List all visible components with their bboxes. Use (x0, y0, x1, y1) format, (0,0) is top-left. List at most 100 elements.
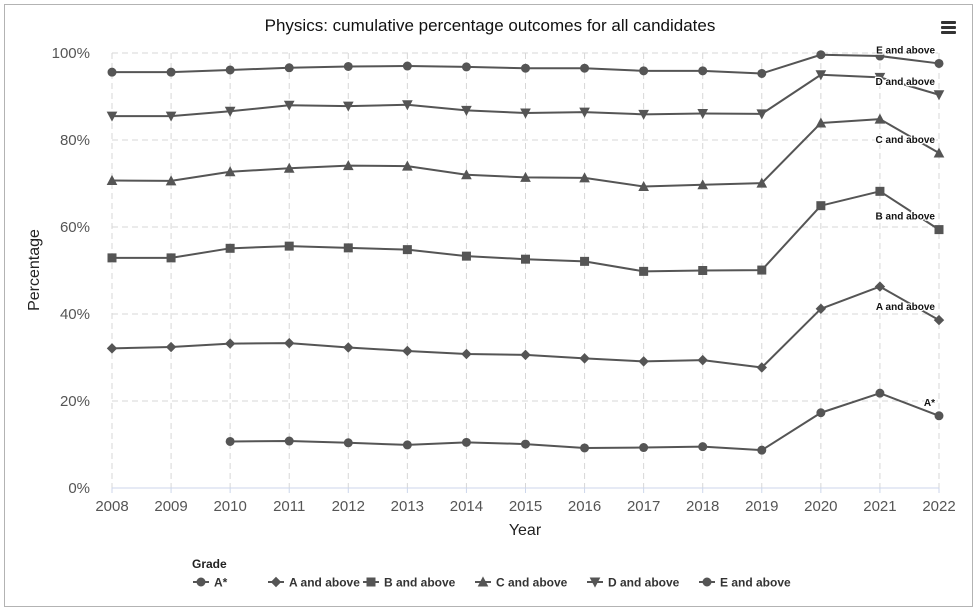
series-end-label: A and above (876, 302, 936, 313)
axis-layer: 0% 20% 40% 60% 80% 100% 2008 2009 2010 2011 2012 20… (52, 45, 956, 515)
legend-item[interactable]: C and above (475, 576, 568, 590)
series-a-and-above (106, 281, 945, 373)
data-point (520, 108, 531, 119)
series-a-star (225, 388, 944, 455)
data-point (639, 443, 649, 453)
data-point (639, 266, 649, 276)
data-point (521, 63, 530, 73)
legend-swatch-marker (196, 577, 206, 587)
chart-title: Physics: cumulative percentage outcomes … (265, 16, 716, 35)
legend-label: D and above (608, 576, 680, 590)
data-point (815, 117, 827, 128)
data-point (697, 354, 708, 366)
data-point (816, 201, 826, 211)
data-point (875, 388, 885, 398)
data-point (343, 243, 353, 253)
data-point (106, 111, 118, 122)
legend-title: Grade (192, 557, 227, 571)
legend-label: A* (214, 576, 228, 590)
data-point (638, 109, 649, 120)
data-point (521, 439, 530, 449)
data-point (580, 63, 590, 73)
data-point (225, 65, 235, 75)
data-point (166, 67, 176, 77)
data-point (933, 314, 945, 326)
x-tick-label: 2011 (273, 498, 305, 515)
data-point (933, 147, 945, 158)
data-point (284, 241, 294, 251)
series-c-and-above (106, 113, 945, 192)
series-d-and-above (106, 70, 945, 122)
x-tick-label: 2010 (213, 498, 246, 515)
data-point (933, 90, 945, 101)
legend-swatch-marker (477, 576, 489, 587)
data-point (697, 108, 709, 120)
y-tick-label: 100% (52, 45, 90, 62)
data-point (756, 362, 767, 373)
data-point (757, 445, 767, 455)
data-point (343, 61, 353, 71)
series-end-label: B and above (876, 212, 936, 223)
series-b-and-above (107, 186, 944, 276)
x-tick-label: 2016 (568, 498, 601, 515)
x-tick-label: 2014 (450, 498, 483, 515)
data-point (107, 67, 117, 77)
data-point (166, 253, 176, 263)
data-point (461, 62, 471, 72)
series-end-label: A* (924, 398, 935, 409)
data-point (697, 179, 709, 190)
data-point (402, 245, 412, 255)
data-point (283, 162, 295, 173)
data-point (756, 109, 768, 120)
data-point (402, 61, 412, 71)
x-tick-label: 2021 (863, 498, 896, 515)
legend-swatch-marker (270, 576, 282, 588)
series-end-label: D and above (876, 77, 936, 88)
data-point (165, 111, 177, 122)
grid-layer (111, 52, 940, 488)
data-point (698, 266, 708, 275)
y-tick-label: 80% (60, 132, 90, 149)
y-axis-label: Percentage (26, 229, 43, 311)
legend-swatch-marker (366, 577, 376, 587)
data-point (225, 436, 235, 446)
data-point (934, 58, 944, 68)
y-tick-label: 60% (60, 219, 90, 236)
legend-label: E and above (720, 576, 791, 590)
data-point (579, 353, 590, 364)
legend-item[interactable]: D and above (587, 576, 680, 590)
data-point (874, 72, 886, 83)
data-point (816, 408, 826, 418)
legend-item[interactable]: A and above (268, 576, 360, 590)
data-point (579, 107, 590, 118)
data-point (461, 437, 471, 447)
data-point (224, 338, 236, 349)
data-point (580, 443, 590, 453)
legend-item[interactable]: E and above (699, 576, 791, 590)
legend-label: C and above (496, 576, 568, 590)
x-tick-label: 2013 (391, 498, 424, 515)
data-point (639, 66, 649, 76)
data-point (874, 113, 886, 124)
legend-swatch-marker (702, 577, 712, 587)
data-point (224, 166, 236, 177)
series-end-label: C and above (876, 135, 936, 146)
data-point (343, 342, 354, 353)
series-e-and-above (107, 50, 944, 78)
menu-icon[interactable] (938, 17, 960, 39)
data-point (225, 243, 235, 253)
legend-label: B and above (384, 576, 456, 590)
data-point (520, 349, 531, 361)
end-label-layer: A* A and above B and above C and above D and… (874, 44, 936, 410)
data-point (815, 70, 827, 81)
legend-item[interactable]: A* (193, 576, 228, 590)
data-point (342, 160, 354, 171)
x-tick-label: 2022 (922, 498, 955, 515)
data-point (520, 171, 531, 182)
data-point (875, 51, 885, 61)
data-point (402, 100, 413, 111)
data-point (698, 66, 708, 76)
chart-frame (4, 4, 973, 607)
legend-item[interactable]: B and above (363, 576, 456, 590)
data-point (757, 265, 767, 275)
